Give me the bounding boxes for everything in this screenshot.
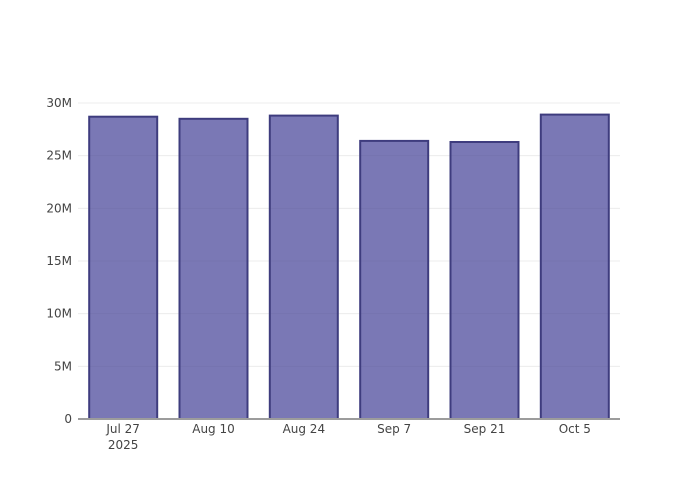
x-axis-tick-label: Sep 21 [464, 422, 506, 436]
bar-oct-5[interactable] [539, 113, 610, 420]
bar-sep-7[interactable] [359, 139, 430, 420]
x-axis-tick-label: Oct 5 [559, 422, 591, 436]
bar-sep-21[interactable] [449, 141, 520, 420]
x-axis-tick-label: Aug 10 [192, 422, 235, 436]
y-axis-tick-label: 0 [64, 412, 72, 426]
y-axis-tick-label: 15M [46, 254, 72, 268]
x-axis-tick-label: Aug 24 [283, 422, 326, 436]
bar-aug-24[interactable] [268, 114, 339, 420]
y-axis-tick-label: 25M [46, 149, 72, 163]
x-axis-tick-label: Jul 27 2025 [105, 422, 140, 452]
y-axis-tick-label: 5M [54, 359, 72, 373]
x-axis-tick-label: Sep 7 [377, 422, 411, 436]
y-axis-tick-label: 20M [46, 201, 72, 215]
y-axis-tick-label: 30M [46, 96, 72, 110]
bar-aug-10[interactable] [178, 117, 249, 421]
y-axis-tick-label: 10M [46, 307, 72, 321]
bar-jul-27-2025[interactable] [88, 115, 159, 420]
